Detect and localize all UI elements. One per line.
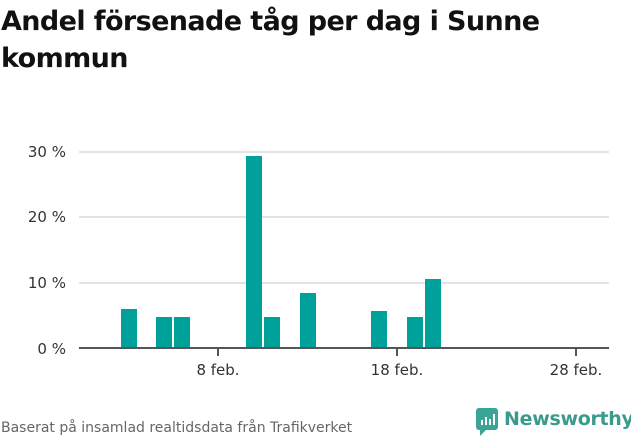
gridline-30 — [79, 151, 609, 153]
x-tick-label: 28 feb. — [549, 361, 603, 379]
x-tick — [575, 349, 577, 356]
brand-name: Newsworthy — [504, 408, 631, 430]
gridline-10 — [79, 282, 609, 284]
x-tick-label: 18 feb. — [370, 361, 424, 379]
bar[interactable] — [156, 316, 173, 348]
y-tick-label: 30 % — [27, 143, 66, 161]
bar[interactable] — [299, 293, 316, 348]
bar[interactable] — [371, 310, 388, 348]
bar[interactable] — [245, 155, 262, 348]
gridline-20 — [79, 216, 609, 218]
bar[interactable] — [406, 316, 423, 348]
bar[interactable] — [263, 316, 280, 348]
y-tick-label: 20 % — [27, 208, 66, 226]
chart-plot-area: 30 % 20 % 10 % 0 % 8 feb. 18 feb. 28 feb… — [27, 143, 609, 379]
x-tick — [217, 349, 219, 356]
bar[interactable] — [424, 278, 441, 348]
x-axis-line — [79, 347, 609, 349]
chart-title: Andel försenade tåg per dag i Sunne komm… — [1, 6, 540, 74]
bar[interactable] — [174, 316, 191, 348]
x-tick — [396, 349, 398, 356]
y-tick-label: 0 % — [37, 340, 66, 358]
x-tick-label: 8 feb. — [196, 361, 240, 379]
bar[interactable] — [120, 308, 137, 348]
y-tick-label: 10 % — [27, 274, 66, 292]
newsworthy-logo[interactable]: Newsworthy — [476, 408, 631, 436]
source-note: Baserat på insamlad realtidsdata från Tr… — [1, 420, 353, 436]
bar-chart-logo-icon — [476, 408, 498, 436]
